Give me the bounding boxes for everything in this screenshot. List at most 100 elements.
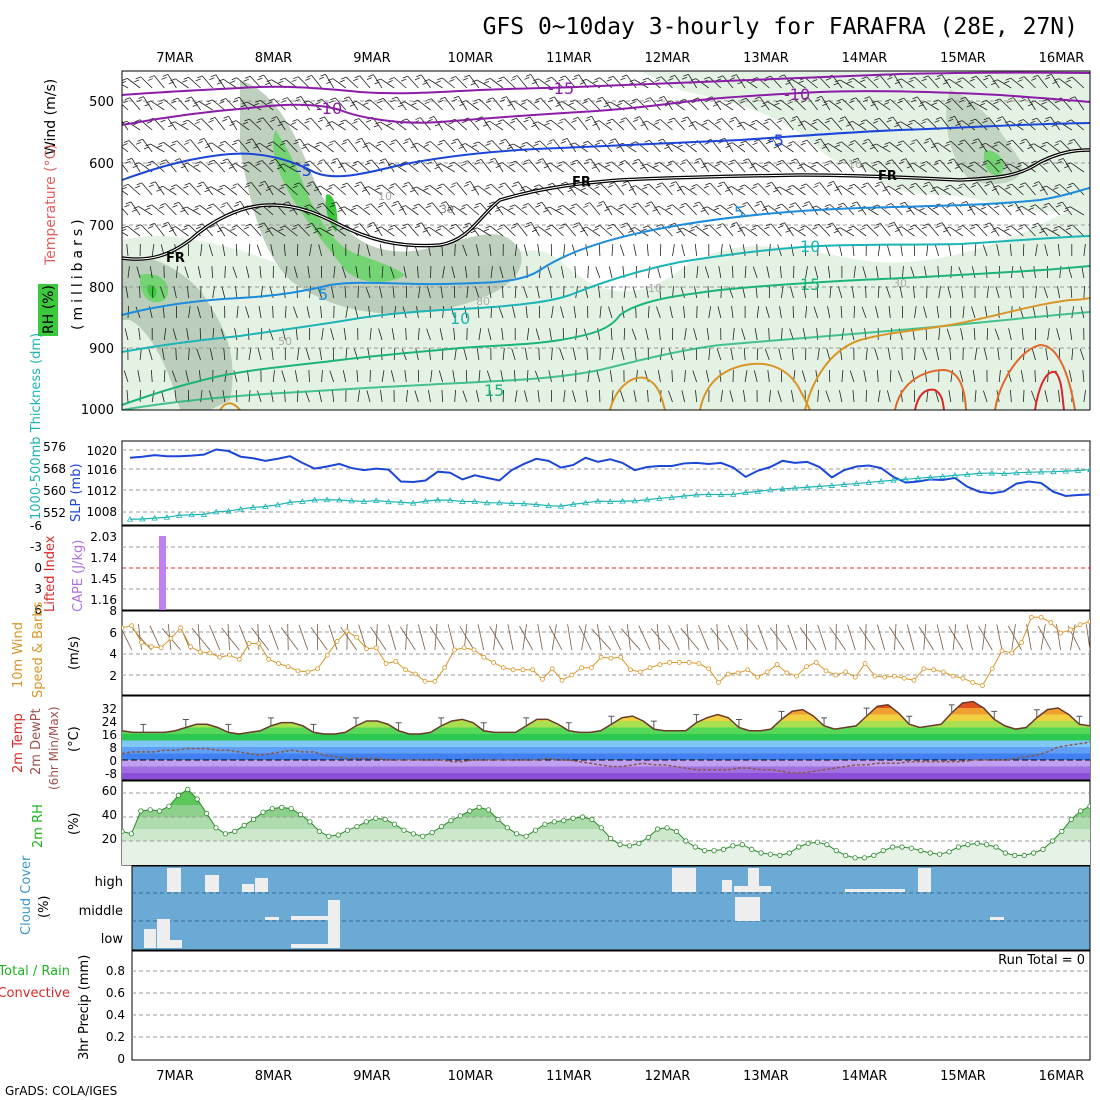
wind-barb [256, 244, 262, 257]
wind-barb [1002, 116, 1012, 131]
wind-barb-feather [497, 227, 503, 231]
wind-barb-feather [353, 118, 360, 121]
wind-barb-feather [653, 205, 660, 209]
wind-barb-feather [353, 78, 359, 82]
wind-barb [986, 286, 989, 299]
wind-barb-feather [644, 139, 650, 143]
thickness-point [767, 486, 774, 493]
wind-barb [633, 390, 637, 403]
wind-barb [729, 390, 734, 403]
wind-barb [926, 390, 929, 403]
wind-barb-feather [921, 226, 928, 230]
wind-barb [197, 306, 201, 319]
wind-barb [660, 119, 673, 131]
wind10-point [500, 665, 506, 671]
wind-barb [609, 370, 613, 383]
wind-barb-feather [983, 225, 989, 229]
wind-barb-feather [996, 158, 1002, 162]
thickness-point [237, 505, 244, 512]
wind-barb [122, 163, 129, 173]
wind-barb-feather [582, 140, 589, 144]
wind-barb-feather [656, 76, 662, 80]
wind-barb [876, 143, 891, 153]
wind-barb-feather [194, 121, 201, 125]
wind-barb-feather [181, 122, 187, 126]
wind-barb-feather [581, 78, 587, 82]
wind-barb [261, 160, 274, 173]
wind-barb [938, 286, 941, 299]
wind-barb [631, 328, 637, 341]
wind-barb-feather [993, 141, 1000, 145]
wind-barb [656, 266, 661, 279]
wind-barb [176, 140, 189, 153]
wind-barb-feather [641, 80, 647, 84]
temperature-panel: 32 24 16 8 0 -8 2m Temp 2m DewPt (6hr Mi… [11, 695, 1091, 790]
wind-barb-feather [448, 205, 454, 209]
wind-barb [210, 186, 226, 196]
wind10-point [608, 655, 614, 661]
temp-band [122, 766, 1090, 773]
wind-barb [1011, 183, 1024, 196]
wind-barb [454, 348, 457, 361]
wind-barb-feather [885, 162, 891, 166]
wind10-barb [817, 624, 827, 651]
wind-barb [380, 78, 395, 89]
wind-barb-feather [460, 207, 466, 210]
wind-barb-feather [1032, 75, 1038, 78]
wind-barb [815, 370, 819, 383]
wind-barb [236, 225, 250, 237]
wind10-point [520, 667, 526, 673]
isotherm-20 [122, 311, 1090, 410]
wind-barb-feather [803, 201, 810, 204]
thickness-point [1025, 468, 1032, 475]
wind-barb [783, 74, 794, 89]
wind10-barb [581, 624, 587, 651]
wind-barb-feather [558, 161, 564, 164]
wind-barb-feather [229, 123, 235, 126]
wind-barb-feather [827, 222, 833, 226]
wind-barb [150, 370, 153, 383]
thickness-point [360, 498, 368, 504]
wind-barb-feather [889, 221, 895, 225]
wind-barb [649, 140, 661, 153]
wind-barb [130, 201, 141, 216]
wind-barb [286, 140, 298, 153]
wind-barb [576, 203, 589, 216]
wind-barb-feather [218, 143, 224, 147]
wind-barb [619, 244, 625, 257]
wind-barb [656, 306, 661, 319]
wind-barb-feather [533, 226, 539, 229]
wind10-point [217, 654, 223, 660]
wind-barb [877, 286, 880, 299]
wind-barb-feather [338, 122, 345, 126]
wind-barb-feather [375, 187, 381, 191]
wind-barb [414, 390, 419, 403]
wind-barb [867, 182, 879, 196]
wind-barb [122, 207, 129, 216]
wind-barb-feather [702, 162, 708, 166]
wind-barb-feather [668, 117, 675, 121]
wind10-point [412, 671, 418, 677]
p-tick-06: 0.6 [106, 986, 125, 1000]
wind-barb [997, 348, 1000, 361]
wind-barb [442, 183, 455, 196]
wind-barb-feather [822, 103, 828, 106]
wind-barb [188, 306, 191, 319]
wind-barb [373, 222, 383, 237]
wind-barb-feather [775, 162, 782, 166]
wind-barb-feather [122, 77, 128, 81]
wind-barb-feather [387, 227, 394, 231]
wind-barb-feather [448, 121, 454, 125]
wind-barb-feather [149, 75, 155, 78]
wind-barb-feather [472, 101, 478, 105]
wind-barb [455, 76, 468, 89]
thickness-point [607, 498, 614, 504]
rh-point [213, 825, 219, 831]
wind-barb [901, 78, 915, 89]
rh-point [636, 840, 642, 847]
wind-barb [396, 96, 407, 111]
wind-barb-feather [474, 162, 480, 165]
wind-barb-feather [946, 98, 952, 101]
wind-barb [688, 74, 698, 89]
wind-barb [512, 266, 516, 279]
